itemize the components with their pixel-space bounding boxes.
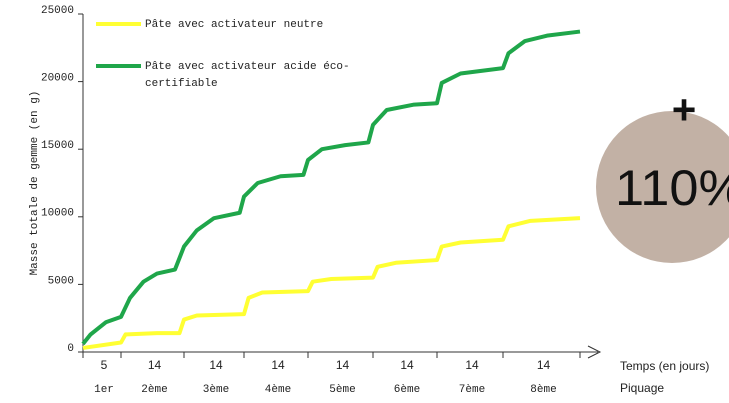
x-axis-label-2: Piquage xyxy=(620,381,664,395)
series-line xyxy=(82,216,581,350)
annotation-plus: + xyxy=(672,86,697,133)
legend-label: Pâte avec activateur acide éco-certifiab… xyxy=(145,61,350,90)
x-axis-arrow xyxy=(587,345,602,359)
y-tick-label: 20000 xyxy=(41,73,74,85)
piquage-label: 2ème xyxy=(141,384,167,396)
series-line xyxy=(81,29,581,346)
duration-label: 14 xyxy=(400,358,414,372)
duration-label: 14 xyxy=(537,358,551,372)
y-tick-label: 15000 xyxy=(41,140,74,152)
x-axis-label: Temps (en jours) xyxy=(620,359,709,373)
duration-label: 14 xyxy=(465,358,479,372)
duration-label: 14 xyxy=(148,358,162,372)
duration-label: 14 xyxy=(271,358,285,372)
legend-label-line: Pâte avec activateur acide éco- xyxy=(145,61,350,73)
piquage-label: 4ème xyxy=(265,384,291,396)
piquage-label: 6ème xyxy=(394,384,420,396)
duration-label: 14 xyxy=(336,358,350,372)
annotation-percent: 110% xyxy=(615,160,729,216)
piquage-label: 5ème xyxy=(329,384,355,396)
annotation-circle xyxy=(596,111,729,263)
legend-label-line: certifiable xyxy=(145,78,218,90)
piquage-label: 8ème xyxy=(530,384,556,396)
y-axis-label: Masse totale de gemme (en g) xyxy=(29,91,41,276)
duration-label: 14 xyxy=(209,358,223,372)
piquage-label: 3ème xyxy=(203,384,229,396)
legend-label: Pâte avec activateur neutre xyxy=(145,19,323,31)
y-tick-label: 5000 xyxy=(48,275,74,287)
y-tick-label: 10000 xyxy=(41,208,74,220)
piquage-label: 7ème xyxy=(459,384,485,396)
y-tick-label: 0 xyxy=(67,343,74,355)
piquage-label: 1er xyxy=(94,384,114,396)
y-tick-label: 25000 xyxy=(41,5,74,17)
duration-label: 5 xyxy=(101,358,108,372)
